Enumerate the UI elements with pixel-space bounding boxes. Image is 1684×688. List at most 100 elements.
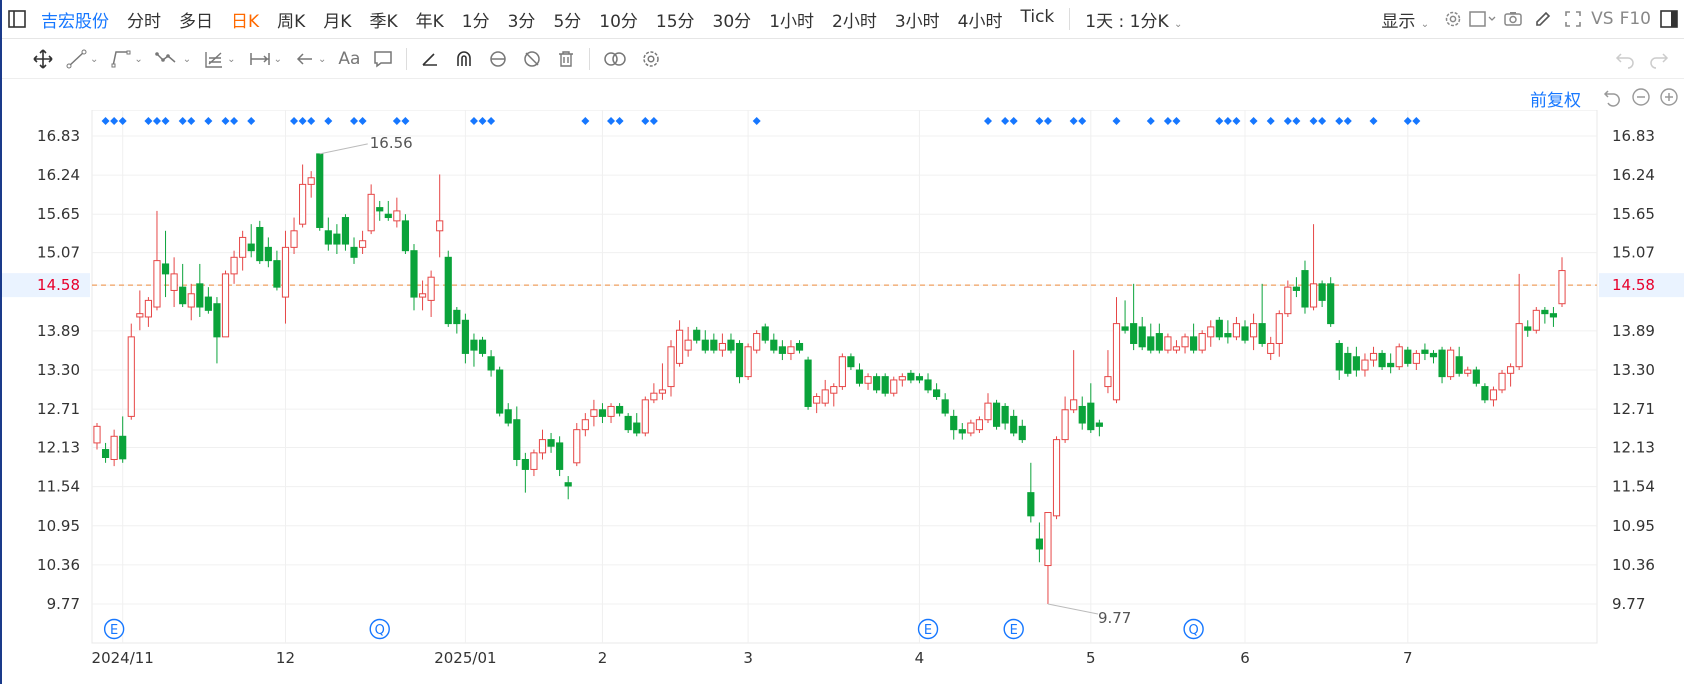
candle [950,409,958,440]
wave-tool[interactable]: ⌄ [149,48,197,70]
period-tab[interactable]: 季K [369,11,398,32]
hide-tool[interactable] [515,48,549,70]
period-tab[interactable]: 5分 [553,11,582,32]
delete-tool[interactable] [549,48,583,70]
zoom-in-icon[interactable] [1658,86,1680,112]
stock-name[interactable]: 吉宏股份 [41,11,109,32]
candle-body [1284,286,1292,315]
event-marker-e-icon[interactable]: E [917,618,939,640]
candle [101,442,110,463]
event-diamond-icon [1112,117,1121,125]
period-tab[interactable]: 多日 [179,11,213,32]
undo-button[interactable] [1608,48,1642,70]
channel-tool[interactable]: ⌄ [104,48,148,70]
candle-body [607,405,615,417]
kline-chart-svg[interactable]: 16.83 16.83 16.24 16.24 15.65 15.65 15.07 15.07… [2,109,1684,684]
candle-body [1061,409,1069,441]
candle-body [1404,349,1412,364]
f10-button[interactable]: F10 [1619,9,1651,29]
line-tool[interactable]: ⌄ [60,48,104,70]
period-tab[interactable]: 月K [323,11,352,32]
candle-body [735,342,744,378]
adjust-mode-button[interactable]: 前复权 [1530,91,1581,111]
layout-icon[interactable] [1468,4,1498,34]
candle [1241,320,1249,344]
candle [770,333,778,354]
current-price-bg-right [1599,273,1684,298]
candle [247,224,255,258]
period-tab[interactable]: 1小时 [769,11,815,32]
candle-body [1541,309,1549,315]
candle [110,429,118,467]
text-tool[interactable]: Aa [338,49,361,69]
fullscreen-icon[interactable] [1558,4,1588,34]
period-tab[interactable]: 2小时 [832,11,877,32]
event-marker-e-icon[interactable]: E [1003,618,1024,640]
candle [427,270,435,317]
event-diamond-icon [1403,117,1412,125]
pencil-icon[interactable] [1528,4,1558,34]
magnet-tool[interactable] [447,48,481,70]
fib-tool[interactable]: ⌄ [197,48,241,70]
period-tab[interactable]: 日K [231,11,260,32]
event-diamond-icon [1232,117,1241,125]
period-tab[interactable]: Tick [1020,6,1055,27]
brush-tool[interactable] [413,48,447,70]
candle-body [881,376,889,394]
wave-icon [154,52,176,63]
sync-tool[interactable] [481,48,515,70]
y-tick-label-right: 15.65 [1612,205,1655,223]
period-tab[interactable]: 30分 [712,11,752,32]
reset-zoom-icon[interactable] [1602,86,1624,112]
range-select[interactable]: 1天 : 1分K ⌄ [1076,7,1191,32]
redo-button[interactable] [1642,48,1684,70]
event-marker-e-icon[interactable]: E [103,618,125,640]
candle-body [1309,283,1318,308]
candle-body [727,339,735,351]
period-tab[interactable]: 周K [277,11,306,32]
period-tab[interactable]: 15分 [655,11,695,32]
comment-tool[interactable] [366,48,400,70]
zoom-out-icon[interactable] [1630,86,1652,112]
candle [1378,350,1386,370]
arrow-tool[interactable]: ⌄ [288,48,332,70]
move-tool[interactable] [2,48,60,70]
settings-icon[interactable] [1438,4,1468,34]
period-tab[interactable]: 4小时 [957,11,1003,32]
candle [1481,383,1489,404]
event-diamond-icon [324,117,333,125]
kline-chart[interactable]: 16.83 16.83 16.24 16.24 15.65 15.65 15.07 15.07… [2,109,1684,684]
vs-button[interactable]: VS [1591,9,1614,29]
period-tab[interactable]: 3小时 [894,11,940,32]
period-tab[interactable]: 分时 [127,11,161,32]
candle [1404,346,1412,367]
redo-icon [1650,53,1669,69]
event-marker-q-icon[interactable]: Q [1183,618,1204,640]
candle [907,370,915,384]
sidebar-toggle-icon[interactable] [2,4,32,34]
period-tab[interactable]: 1分 [461,11,490,32]
y-tick-label-left: 10.36 [37,556,80,574]
period-tab[interactable]: 3分 [507,11,536,32]
x-tick-label: 4 [915,649,925,667]
period-tab[interactable]: 年K [415,11,444,32]
candle [213,297,221,364]
event-marker-q-icon[interactable]: Q [369,618,390,640]
compare-tool[interactable] [596,48,634,70]
y-tick-label-left: 16.24 [37,166,80,184]
period-tab[interactable]: 10分 [599,11,638,32]
measure-tool[interactable]: ⌄ [242,48,288,70]
candle-body [1464,369,1472,374]
period-bar: 吉宏股份 分时 多日 日K 周K 月K 季K 年K 1分 3分 5分 10分 15分 30分 1小时 2小时… [2,0,1684,39]
display-menu[interactable]: 显示 ⌄ [1372,7,1438,32]
candle [855,363,864,387]
camera-icon[interactable] [1498,4,1528,34]
panel-toggle-icon[interactable] [1654,4,1684,34]
x-tick-label: 2024/11 [92,649,154,667]
candle [658,363,667,400]
candle [1464,366,1472,377]
y-tick-label-left: 13.89 [37,322,80,340]
toolbar-settings[interactable] [634,48,668,70]
candle [641,396,649,437]
